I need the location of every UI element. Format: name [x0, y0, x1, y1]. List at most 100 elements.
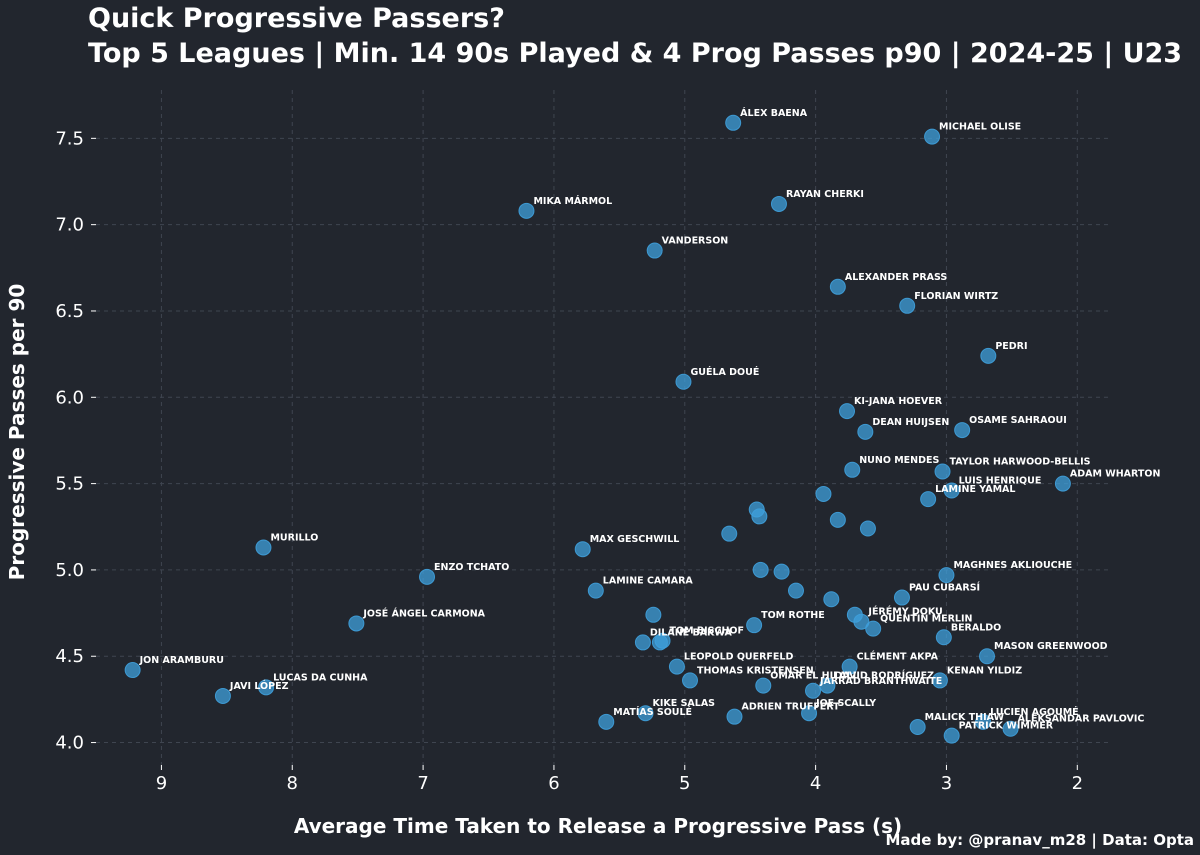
grid — [96, 90, 1110, 765]
point-label: VANDERSON — [662, 236, 729, 247]
scatter-point — [844, 461, 861, 478]
scatter-point — [258, 679, 275, 696]
x-tick-label: 3 — [941, 773, 952, 794]
x-tick-label: 6 — [548, 773, 559, 794]
scatter-point — [931, 672, 948, 689]
scatter-point — [787, 582, 804, 599]
scatter-point — [645, 606, 662, 623]
point-label: MURILLO — [270, 532, 318, 543]
point-label: DAVID RODRÍGUEZ — [834, 670, 934, 682]
point-label: MATÍAS SOULÉ — [613, 706, 692, 718]
scatter-point — [1002, 720, 1019, 737]
scatter-point — [682, 672, 699, 689]
point-label: ALEXANDER PRASS — [845, 272, 948, 283]
point-label: THOMAS KRISTENSEN — [697, 665, 814, 676]
point-label: LUCIEN AGOUMÉ — [990, 706, 1079, 718]
x-tick-label: 8 — [287, 773, 298, 794]
y-axis-label: Progressive Passes per 90 — [5, 284, 29, 581]
scatter-point — [893, 589, 910, 606]
point-label: LUIS HENRIQUE — [959, 476, 1042, 487]
point-label: TAYLOR HARWOOD-BELLIS — [950, 457, 1091, 468]
credit-text: Made by: @pranav_m28 | Data: Opta — [885, 831, 1194, 850]
y-tick-label: 7.5 — [55, 128, 84, 149]
scatter-point — [651, 634, 668, 651]
scatter-point — [801, 705, 818, 722]
point-label: MASON GREENWOOD — [994, 641, 1108, 652]
scatter-point — [938, 567, 955, 584]
scatter-point — [829, 511, 846, 528]
scatter-point — [839, 403, 856, 420]
point-label: GUÉLA DOUÉ — [690, 366, 759, 378]
scatter-point — [980, 347, 997, 364]
chart-title: Quick Progressive Passers? — [88, 3, 505, 34]
data-points — [124, 114, 1071, 744]
data-labels: ÁLEX BAENA MICHAEL OLISE RAYAN CHERKI MIKA … — [139, 107, 1161, 732]
point-label: ÁLEX BAENA — [740, 107, 808, 119]
point-label: JOSÉ ÁNGEL CARMONA — [362, 607, 485, 619]
point-label: CLÉMENT AKPA — [857, 651, 939, 663]
scatter-point — [574, 541, 591, 558]
point-label: QUENTIN MERLIN — [880, 614, 972, 625]
point-label: MIKA MÁRMOL — [533, 195, 612, 207]
scatter-point — [899, 297, 916, 314]
scatter-point — [518, 202, 535, 219]
scatter-point — [348, 615, 365, 632]
point-label: FLORIAN WIRTZ — [914, 291, 998, 302]
scatter-point — [853, 613, 870, 630]
scatter-point — [1054, 475, 1071, 492]
point-label: DILANE BAKWA — [650, 627, 733, 638]
point-label: JÉRÉMY DOKU — [867, 606, 942, 618]
point-label: ADAM WHARTON — [1070, 469, 1161, 480]
point-label: KI-JANA HOEVER — [854, 396, 943, 407]
scatter-point — [943, 727, 960, 744]
scatter-point — [909, 719, 926, 736]
scatter-point — [721, 525, 738, 542]
point-label: JON ARAMBURU — [139, 655, 224, 666]
point-label: OMAR EL HILALI — [770, 671, 856, 682]
scatter-point — [124, 662, 141, 679]
scatter-point — [255, 539, 272, 556]
scatter-point — [751, 508, 768, 525]
scatter-point — [214, 687, 231, 704]
scatter-point — [419, 568, 436, 585]
point-label: MAGHNES AKLIOUCHE — [953, 560, 1072, 571]
x-tick-label: 9 — [156, 773, 167, 794]
point-label: JOE SCALLY — [815, 698, 876, 709]
scatter-point — [637, 705, 654, 722]
point-label: JARRAD BRANTHWAITE — [819, 676, 942, 687]
point-label: JAVI LÓPEZ — [229, 680, 289, 692]
scatter-point — [646, 242, 663, 259]
scatter-point — [675, 373, 692, 390]
y-tick-label: 5.5 — [55, 474, 84, 495]
chart-subtitle: Top 5 Leagues | Min. 14 90s Played & 4 P… — [88, 38, 1182, 69]
point-label: PATRICK WIMMER — [959, 721, 1054, 732]
point-label: PEDRI — [995, 341, 1027, 352]
y-tick-label: 6.5 — [55, 301, 84, 322]
scatter-point — [746, 617, 763, 634]
x-tick-label: 4 — [810, 773, 821, 794]
point-label: LEOPOLD QUERFELD — [684, 652, 794, 663]
scatter-point — [752, 561, 769, 578]
point-label: TOM BISCHOF — [670, 626, 744, 637]
point-label: MICHAEL OLISE — [939, 122, 1021, 133]
scatter-point — [920, 491, 937, 508]
point-label: ENZO TCHATO — [434, 562, 509, 573]
scatter-point — [815, 485, 832, 502]
scatter-point — [829, 278, 846, 295]
scatter-point — [598, 713, 615, 730]
y-tick-label: 4.0 — [55, 733, 84, 754]
point-label: MAX GESCHWILL — [590, 534, 680, 545]
point-label: PAU CUBARSÍ — [909, 582, 981, 594]
scatter-point — [725, 114, 742, 131]
scatter-point — [943, 482, 960, 499]
point-label: LUCAS DA CUNHA — [273, 672, 368, 683]
x-axis-ticks: 9 8 7 6 5 4 3 2 — [156, 765, 1083, 794]
scatter-point — [841, 658, 858, 675]
scatter-point — [668, 658, 685, 675]
point-label: OSAME SAHRAOUI — [969, 415, 1067, 426]
scatter-point — [935, 629, 952, 646]
point-label: DEAN HUIJSEN — [872, 417, 949, 428]
y-tick-label: 7.0 — [55, 215, 84, 236]
point-label: KIKE SALAS — [653, 698, 716, 709]
